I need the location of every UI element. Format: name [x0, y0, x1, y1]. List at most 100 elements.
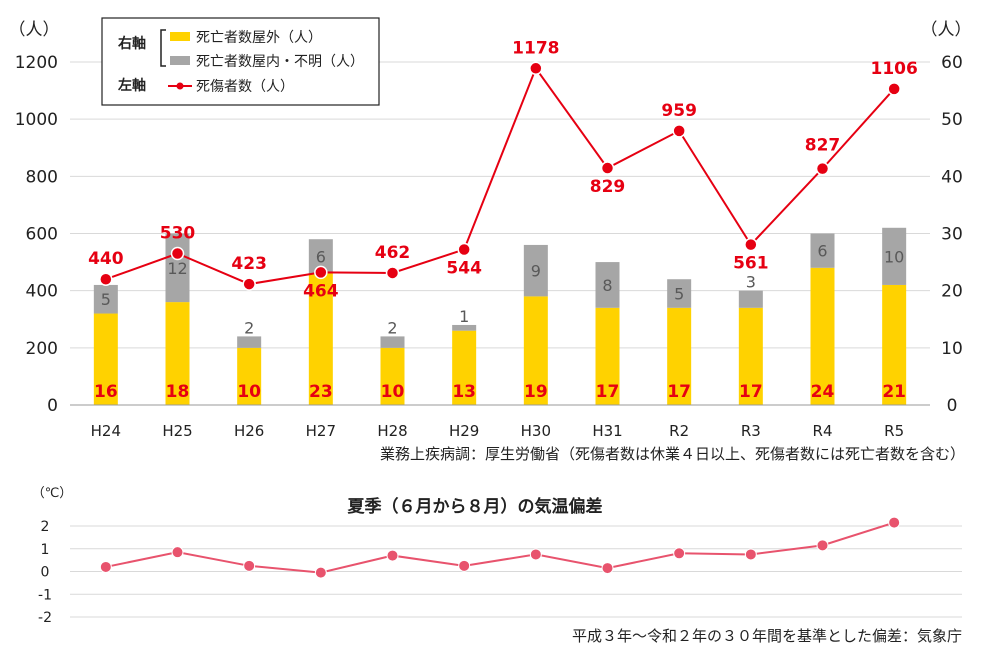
- data-labels-layer: 16 5 18 12 10 2 23 6 10 2 13 1 19 9 17 8 17 5 17 3 24 6 21 10 44…: [88, 38, 918, 402]
- bar-outdoor: [308, 273, 333, 405]
- legend-label-indoor: 死亡者数屋内・不明（人）: [196, 54, 364, 70]
- outdoor-value-label: 21: [882, 382, 906, 402]
- bar-indoor: [523, 244, 548, 297]
- indoor-value-label: 3: [746, 273, 756, 292]
- legend-box: [101, 17, 380, 106]
- temperature-point: [601, 562, 614, 575]
- casualties-point: [529, 61, 543, 76]
- left-axis-tick: 800: [26, 167, 58, 187]
- bar-outdoor: [165, 302, 190, 405]
- main-chart: 16 5 18 12 10 2 23 6 10 2 13 1 19 9 17 8 17 5 17 3 24 6 21 10 44…: [9, 17, 972, 463]
- casualties-value-label: 464: [303, 281, 339, 301]
- indoor-value-label: 8: [602, 276, 612, 295]
- legend-right-axis-label: 右軸: [117, 35, 146, 52]
- outdoor-value-label: 19: [524, 382, 548, 402]
- x-axis-tick: H25: [162, 422, 192, 440]
- legend-swatch-outdoor: [170, 32, 190, 41]
- x-axis-tick: H29: [449, 422, 479, 440]
- indoor-value-label: 5: [674, 285, 684, 304]
- legend-label-casualties: 死傷者数（人）: [196, 79, 294, 95]
- casualties-point: [170, 246, 185, 261]
- x-axis-tick: H31: [592, 422, 622, 440]
- indoor-value-label: 10: [884, 247, 904, 266]
- outdoor-value-label: 17: [596, 382, 620, 402]
- x-axis-tick: H27: [306, 422, 336, 440]
- legend-left-axis-label: 左軸: [117, 77, 146, 94]
- casualties-value-label: 440: [88, 249, 124, 269]
- bar-outdoor: [93, 313, 118, 405]
- indoor-value-label: 12: [167, 259, 187, 278]
- casualties-value-label: 462: [375, 243, 411, 263]
- bar-indoor: [882, 227, 907, 285]
- main-gridlines: [70, 61, 930, 406]
- x-axis-tick: R4: [813, 422, 833, 440]
- x-axis-tick: R2: [669, 422, 689, 440]
- right-axis-unit: （人）: [921, 20, 972, 40]
- temperature-chart-title: 夏季（６月から８月）の気温偏差: [348, 496, 603, 517]
- temperature-point: [99, 560, 112, 573]
- bar-indoor: [810, 233, 835, 268]
- casualties-value-label: 1178: [512, 38, 559, 58]
- temperature-gridlines: 2 1 0 -1 -2: [38, 519, 962, 626]
- temperature-point: [458, 559, 471, 572]
- temperature-point: [744, 548, 757, 561]
- bars-layer: [93, 227, 907, 405]
- casualties-value-label: 829: [590, 177, 626, 197]
- temperature-point: [673, 547, 686, 560]
- bar-indoor: [667, 279, 692, 308]
- right-axis-tick: 20: [941, 282, 963, 302]
- casualties-value-label: 530: [160, 224, 196, 244]
- indoor-value-label: 6: [817, 242, 827, 261]
- temperature-point: [314, 566, 327, 579]
- casualties-point: [457, 242, 471, 257]
- casualties-point: [242, 277, 256, 291]
- temperature-axis-tick: -1: [38, 587, 52, 603]
- casualties-point: [887, 82, 901, 96]
- x-axis-tick: H26: [234, 422, 264, 440]
- temperature-point: [888, 516, 901, 529]
- x-axis-tick: R3: [741, 422, 761, 440]
- temperature-point: [171, 546, 184, 559]
- casualties-point: [314, 265, 328, 280]
- legend-marker-casualties: [176, 82, 184, 90]
- temperature-point: [529, 548, 542, 561]
- legend-label-outdoor: 死亡者数屋外（人）: [196, 30, 322, 46]
- left-axis-unit: （人）: [9, 20, 60, 40]
- casualties-value-label: 827: [805, 136, 841, 156]
- right-axis-tick: 30: [941, 225, 963, 245]
- bar-outdoor: [452, 330, 477, 405]
- outdoor-value-label: 17: [667, 382, 691, 402]
- indoor-value-label: 2: [244, 318, 254, 337]
- right-axis-tick: 10: [941, 339, 963, 359]
- axes-layer: 0 200 400 600 800 1000 1200 0 10 20 30 40 50 60 H24 H25…: [15, 53, 963, 440]
- left-axis-tick: 200: [26, 339, 58, 359]
- outdoor-value-label: 16: [94, 382, 118, 402]
- bar-outdoor: [523, 296, 548, 405]
- indoor-value-label: 2: [387, 318, 397, 337]
- outdoor-value-label: 17: [739, 382, 763, 402]
- temperature-axis-unit: （℃）: [32, 486, 73, 501]
- bar-indoor: [595, 262, 620, 308]
- casualties-point: [815, 161, 830, 176]
- indoor-value-label: 9: [531, 262, 541, 281]
- right-axis-tick: 60: [941, 53, 963, 73]
- temperature-point: [243, 559, 256, 572]
- right-axis-tick: 0: [947, 396, 958, 416]
- casualties-value-label: 1106: [871, 59, 918, 79]
- legend-swatch-indoor: [170, 56, 190, 65]
- source-note-temperature: 平成３年～令和２年の３０年間を基準とした偏差：気象庁: [572, 627, 962, 645]
- right-axis-tick: 40: [941, 167, 963, 187]
- bar-outdoor: [738, 307, 763, 405]
- casualties-point: [672, 124, 686, 138]
- bar-outdoor: [667, 307, 692, 405]
- bar-outdoor: [882, 284, 907, 405]
- temperature-point: [816, 539, 829, 552]
- bar-outdoor: [237, 347, 262, 405]
- bar-indoor: [237, 336, 262, 348]
- bar-indoor: [738, 290, 763, 308]
- outdoor-value-label: 13: [452, 382, 476, 402]
- casualties-value-label: 959: [661, 101, 697, 121]
- bar-outdoor: [380, 347, 405, 405]
- x-axis-tick: H28: [377, 422, 407, 440]
- temperature-axis-tick: 1: [41, 542, 50, 558]
